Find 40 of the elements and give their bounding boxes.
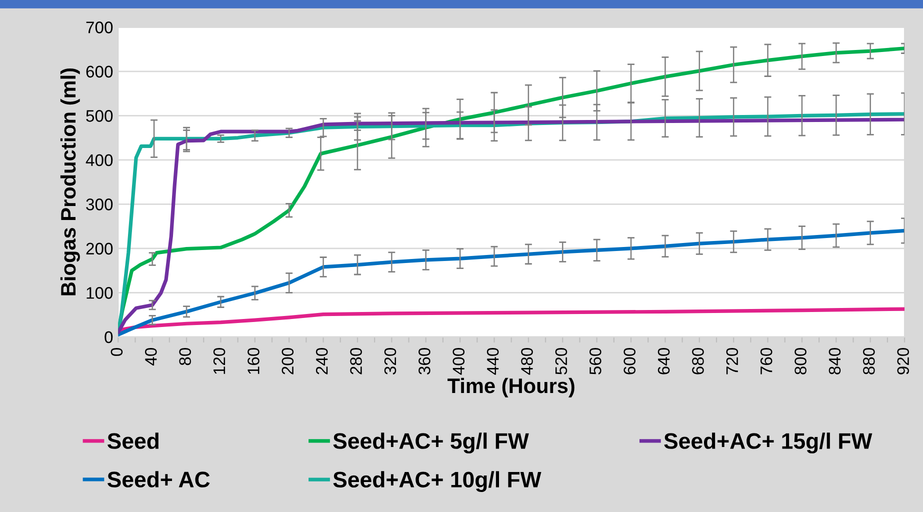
legend-label: Seed+AC+ 10g/l FW xyxy=(333,471,542,492)
x-tick-label: 80 xyxy=(179,348,191,366)
x-tick-label: 560 xyxy=(589,348,602,374)
y-tick-label: 500 xyxy=(86,110,113,122)
x-tick-label: 680 xyxy=(692,348,704,374)
x-tick-label: 160 xyxy=(248,348,260,374)
x-tick-label: 840 xyxy=(828,348,841,374)
x-tick-label: 480 xyxy=(521,348,533,375)
x-tick-label: 600 xyxy=(624,348,636,374)
x-tick-label: 920 xyxy=(897,348,910,374)
y-tick-label: 0 xyxy=(104,331,113,344)
x-tick-label: 120 xyxy=(213,348,226,374)
y-tick-label: 700 xyxy=(86,22,113,34)
line-series xyxy=(118,307,905,332)
x-tick-label: 640 xyxy=(658,348,670,374)
legend-label: Seed xyxy=(107,432,158,449)
x-tick-label: 520 xyxy=(555,348,568,374)
y-tick-label: 300 xyxy=(86,198,113,210)
legend-label: Seed+ AC xyxy=(107,471,210,488)
y-tick-label: 200 xyxy=(86,242,113,255)
x-tick-label: 40 xyxy=(145,348,157,366)
x-tick-label: 200 xyxy=(282,348,294,374)
x-tick-label: 440 xyxy=(486,348,499,375)
x-tick-label: 400 xyxy=(452,348,465,375)
x-tick-label: 880 xyxy=(863,348,875,374)
x-tick-label: 720 xyxy=(726,348,738,374)
x-axis-title: Time (Hours) xyxy=(448,378,574,398)
x-tick-label: 360 xyxy=(418,348,430,374)
x-tick-label: 760 xyxy=(760,348,772,374)
y-tick-label: 600 xyxy=(86,66,113,78)
x-tick-label: 320 xyxy=(384,348,396,374)
x-tick-label: 0 xyxy=(110,348,123,356)
x-tick-label: 280 xyxy=(350,348,362,374)
legend-label: Seed+AC+ 5g/l FW xyxy=(333,432,529,454)
y-tick-label: 400 xyxy=(86,154,113,166)
x-tick-label: 800 xyxy=(794,348,806,374)
x-tick-label: 240 xyxy=(316,348,328,374)
legend-label: Seed+AC+ 15g/l FW xyxy=(664,432,872,454)
y-axis-title: Biogas Production (ml) xyxy=(60,68,80,296)
y-tick-label: 100 xyxy=(86,287,113,299)
